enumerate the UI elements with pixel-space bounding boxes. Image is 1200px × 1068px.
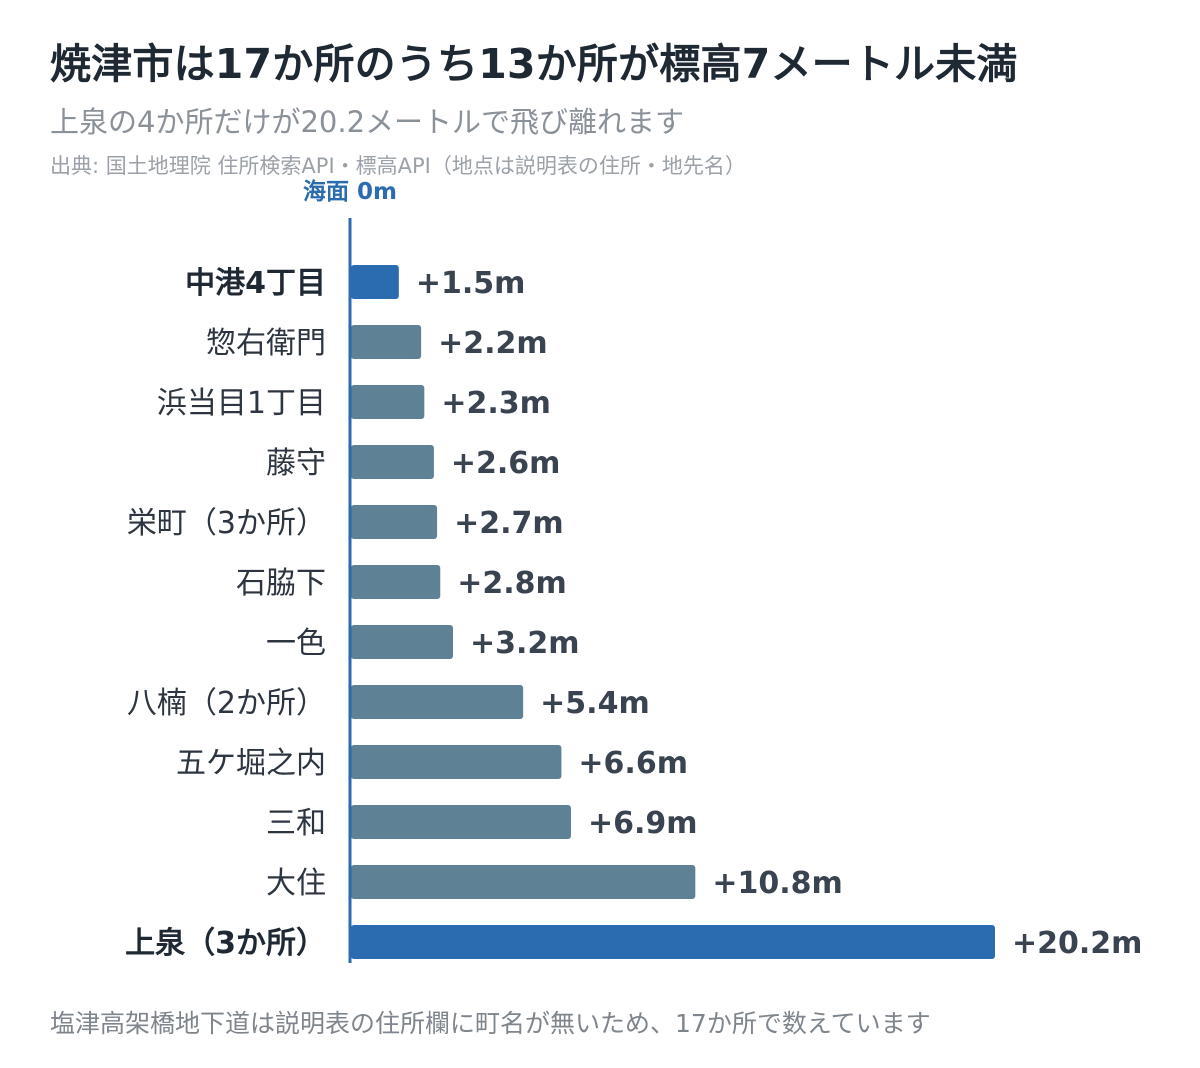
category-label-9: 五ケ堀之内 xyxy=(176,746,326,781)
category-label-6: 石脇下 xyxy=(236,566,326,601)
baseline-label: 海面 0m xyxy=(303,178,397,205)
category-label-8: 八楠（2か所） xyxy=(127,686,326,721)
category-label-3: 浜当目1丁目 xyxy=(157,386,326,421)
bar-4 xyxy=(351,445,434,479)
footnote: 塩津高架橋地下道は説明表の住所欄に町名が無いため、17か所で数えています xyxy=(50,1009,931,1038)
bar-10 xyxy=(351,805,571,839)
chart-source: 出典: 国土地理院 住所検索API・標高API（地点は説明表の住所・地先名） xyxy=(50,154,746,178)
bar-11 xyxy=(351,865,696,899)
bar-2 xyxy=(351,325,422,359)
value-label-1: +1.5m xyxy=(416,266,526,301)
category-label-1: 中港4丁目 xyxy=(185,266,326,301)
category-label-12: 上泉（3か所） xyxy=(125,926,326,961)
value-label-4: +2.6m xyxy=(451,446,561,481)
chart-title: 焼津市は17か所のうち13か所が標高7メートル未満 xyxy=(50,40,1018,88)
value-label-3: +2.3m xyxy=(441,386,551,421)
category-label-2: 惣右衛門 xyxy=(206,326,326,361)
bars-group xyxy=(351,265,995,959)
category-label-11: 大住 xyxy=(266,866,326,901)
category-label-7: 一色 xyxy=(266,626,326,661)
category-label-5: 栄町（3か所） xyxy=(127,506,326,541)
category-label-10: 三和 xyxy=(266,806,326,841)
category-label-4: 藤守 xyxy=(266,446,326,481)
bar-7 xyxy=(351,625,454,659)
value-label-10: +6.9m xyxy=(588,806,698,841)
value-label-8: +5.4m xyxy=(540,686,650,721)
value-label-9: +6.6m xyxy=(578,746,688,781)
bar-5 xyxy=(351,505,438,539)
value-label-11: +10.8m xyxy=(712,866,842,901)
labels-group: 中港4丁目 +1.5m 惣右衛門 +2.2m 浜当目1丁目 +2.3m 藤守 +2.6m 栄町（… xyxy=(125,266,1142,961)
value-label-12: +20.2m xyxy=(1012,926,1142,961)
value-label-7: +3.2m xyxy=(470,626,580,661)
value-label-6: +2.8m xyxy=(457,566,567,601)
chart-subtitle: 上泉の4か所だけが20.2メートルで飛び離れます xyxy=(50,105,685,139)
bar-12 xyxy=(351,925,995,959)
bar-9 xyxy=(351,745,562,779)
bar-8 xyxy=(351,685,524,719)
bar-3 xyxy=(351,385,425,419)
bar-1 xyxy=(351,265,399,299)
value-label-5: +2.7m xyxy=(454,506,564,541)
value-label-2: +2.2m xyxy=(438,326,548,361)
bar-6 xyxy=(351,565,441,599)
